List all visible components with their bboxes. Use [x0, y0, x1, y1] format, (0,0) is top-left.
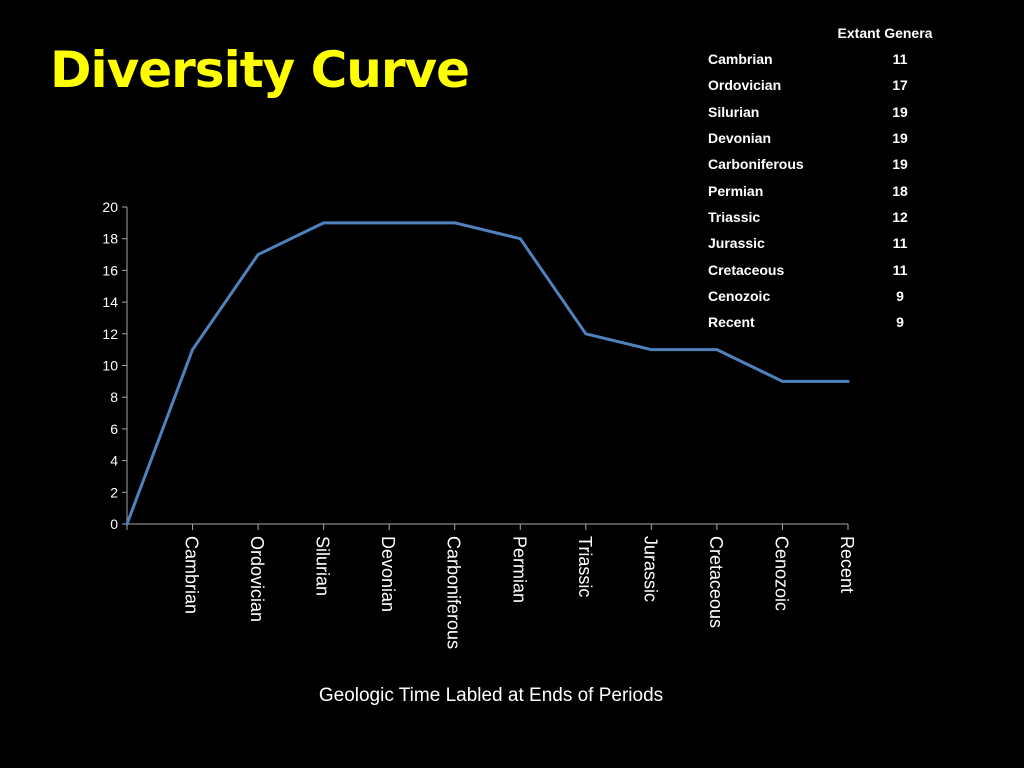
y-tick-label: 12	[102, 326, 118, 342]
data-point	[518, 237, 522, 241]
table-period-cell: Recent	[708, 314, 755, 331]
table-row: Cretaceous 11	[700, 256, 960, 282]
data-point	[256, 253, 260, 257]
table-header-row: Extant Genera	[700, 20, 960, 46]
y-tick-label: 6	[110, 421, 118, 437]
x-tick-label: Cretaceous	[706, 536, 726, 628]
x-tick-label: Silurian	[313, 536, 333, 596]
diversity-line	[125, 221, 850, 526]
y-tick-label: 4	[110, 453, 118, 469]
table-value-cell: 12	[892, 208, 908, 225]
table-period-cell: Cretaceous	[708, 261, 785, 278]
y-tick-label: 18	[102, 231, 118, 247]
y-tick-label: 16	[102, 262, 118, 278]
x-tick-label: Devonian	[378, 536, 398, 612]
data-point	[387, 221, 391, 225]
table-value-cell: 9	[896, 314, 904, 331]
table-value-cell: 11	[892, 51, 908, 68]
table-row: Permian 18	[700, 177, 960, 203]
table-period-cell: Ordovician	[708, 77, 782, 94]
data-point	[846, 379, 850, 383]
table-row: Cenozoic 9	[700, 283, 960, 309]
data-point	[453, 221, 457, 225]
x-tick-label: Cambrian	[182, 536, 202, 614]
table-value-cell: 19	[892, 156, 908, 173]
data-point	[649, 348, 653, 352]
x-tick-label: Permian	[509, 536, 529, 603]
slide-title: Diversity Curve	[50, 41, 470, 99]
y-tick-label: 0	[110, 516, 118, 532]
table-row: Silurian 19	[700, 99, 960, 125]
table-body: Cambrian 11 Ordovician 17 Silurian 19 Devonian…	[700, 46, 960, 335]
table-row: Cambrian 11	[700, 46, 960, 72]
x-axis-title: Geologic Time Labled at Ends of Periods	[319, 685, 663, 706]
table-value-cell: 19	[892, 130, 908, 147]
data-point	[191, 348, 195, 352]
y-tick-label: 2	[110, 484, 118, 500]
data-point	[584, 332, 588, 336]
table-period-cell: Carboniferous	[708, 156, 804, 173]
table-row: Jurassic 11	[700, 230, 960, 256]
data-point	[322, 221, 326, 225]
y-tick-label: 20	[102, 199, 118, 215]
extant-genera-table: Extant Genera Cambrian 11 Ordovician 17 Silu…	[700, 20, 960, 335]
table-period-cell: Permian	[708, 182, 764, 199]
x-tick-label: Ordovician	[247, 536, 267, 622]
data-point	[780, 379, 784, 383]
x-tick-label: Cenozoic	[771, 536, 791, 611]
x-tick-label: Recent	[837, 536, 857, 593]
table-period-cell: Jurassic	[708, 235, 765, 252]
table-header-extant-genera: Extant Genera	[837, 25, 933, 41]
table-row: Triassic 12	[700, 204, 960, 230]
data-point	[125, 522, 129, 526]
x-tick-label: Jurassic	[640, 536, 660, 602]
table-value-cell: 19	[892, 103, 908, 120]
table-row: Recent 9	[700, 309, 960, 335]
x-tick-label: Triassic	[575, 536, 595, 597]
table-value-cell: 9	[896, 287, 904, 304]
y-tick-label: 14	[102, 294, 118, 310]
table-period-cell: Cambrian	[708, 51, 773, 68]
table-value-cell: 18	[892, 182, 908, 199]
x-tick-label: Carboniferous	[444, 536, 464, 649]
table-value-cell: 11	[892, 261, 908, 278]
table-period-cell: Triassic	[708, 208, 761, 225]
y-tick-label: 10	[102, 358, 118, 374]
table-value-cell: 17	[892, 77, 908, 94]
table-value-cell: 11	[892, 235, 908, 252]
table-row: Ordovician 17	[700, 72, 960, 98]
y-tick-label: 8	[110, 389, 118, 405]
table-period-cell: Cenozoic	[708, 287, 771, 304]
data-point	[715, 348, 719, 352]
table-row: Devonian 19	[700, 125, 960, 151]
table-period-cell: Devonian	[708, 130, 772, 147]
table-row: Carboniferous 19	[700, 151, 960, 177]
table-period-cell: Silurian	[708, 103, 760, 120]
